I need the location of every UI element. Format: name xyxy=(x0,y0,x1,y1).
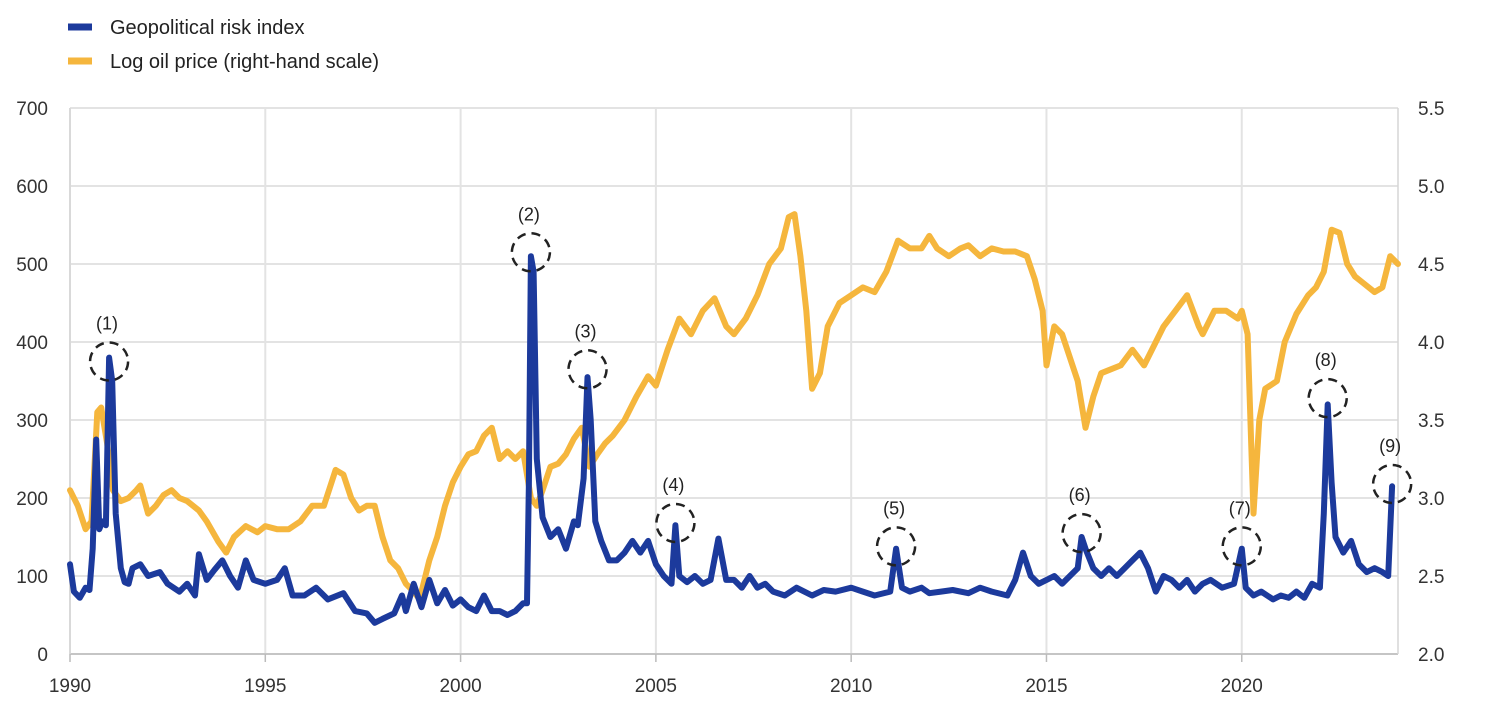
peak-annotation-circle xyxy=(875,526,917,567)
peak-annotation-label: (4) xyxy=(662,475,684,495)
peak-annotation-label: (3) xyxy=(575,321,597,341)
x-tick-label: 2000 xyxy=(439,676,481,697)
peak-annotation-label: (6) xyxy=(1069,485,1091,505)
peak-annotation-circle xyxy=(1221,526,1263,567)
y-right-tick-label: 3.5 xyxy=(1418,411,1444,432)
y-left-tick-label: 200 xyxy=(16,489,48,510)
peak-annotation-circle xyxy=(1307,377,1348,419)
oil-price-line xyxy=(67,211,1401,603)
series-lines xyxy=(67,211,1401,626)
y-left-tick-label: 300 xyxy=(16,411,48,432)
legend-label: Geopolitical risk index xyxy=(110,17,305,39)
peak-annotation-circle xyxy=(88,341,130,382)
peak-annotation-circle xyxy=(567,349,608,390)
peak-annotation-circle xyxy=(655,502,696,544)
legend: Geopolitical risk index Log oil price (ri… xyxy=(68,17,379,73)
peak-annotation-label: (1) xyxy=(96,314,118,334)
axes: 0 100 200 300 400 500 600 700 2.0 2.5 3.0 3.5 4.0 4.5… xyxy=(16,99,1444,697)
y-right-tick-label: 4.5 xyxy=(1418,255,1444,276)
gpr-index-line xyxy=(67,253,1396,626)
y-right-tick-label: 5.5 xyxy=(1418,99,1444,120)
peak-annotation-label: (9) xyxy=(1379,436,1401,456)
peak-annotation-label: (2) xyxy=(518,204,540,224)
x-tick-label: 2020 xyxy=(1221,676,1263,697)
peak-annotation-circle xyxy=(1371,463,1413,505)
y-left-tick-label: 400 xyxy=(16,333,48,354)
y-right-tick-label: 2.0 xyxy=(1418,645,1444,666)
peak-annotation-label: (8) xyxy=(1315,350,1337,370)
gridlines xyxy=(69,107,1398,655)
annotations: (1) (2) (3) (4) (5) (6) (7) (8) (9) xyxy=(88,204,1413,567)
y-left-tick-label: 700 xyxy=(16,99,48,120)
y-right-tick-label: 5.0 xyxy=(1418,177,1444,198)
peak-annotation-label: (7) xyxy=(1229,498,1251,518)
x-tick-label: 1995 xyxy=(244,676,286,697)
x-tick-label: 2005 xyxy=(635,676,677,697)
y-left-tick-label: 600 xyxy=(16,177,48,198)
y-right-tick-label: 3.0 xyxy=(1418,489,1444,510)
y-left-tick-label: 0 xyxy=(37,645,48,666)
x-tick-label: 1990 xyxy=(49,676,91,697)
y-left-tick-label: 100 xyxy=(16,567,48,588)
y-right-tick-label: 2.5 xyxy=(1418,567,1444,588)
peak-annotation-label: (5) xyxy=(883,498,905,518)
x-tick-label: 2010 xyxy=(830,676,872,697)
peak-annotation-circle xyxy=(1061,512,1102,554)
x-tick-label: 2015 xyxy=(1025,676,1067,697)
legend-label: Log oil price (right-hand scale) xyxy=(110,51,379,73)
peak-annotation-circle xyxy=(510,232,552,273)
y-left-tick-label: 500 xyxy=(16,255,48,276)
y-right-tick-label: 4.0 xyxy=(1418,333,1444,354)
